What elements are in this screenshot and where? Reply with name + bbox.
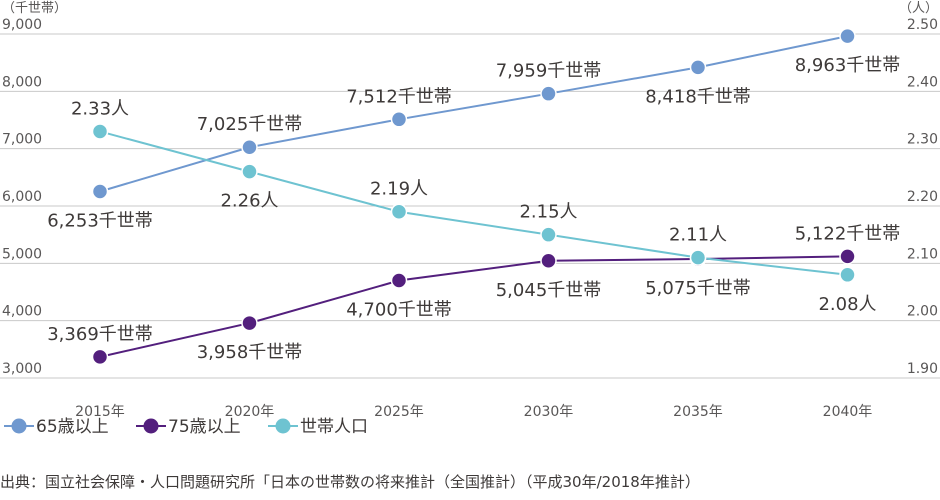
legend-marker-household-size: [275, 418, 291, 434]
data-point-age75: [839, 248, 856, 265]
legend-label-household-size: 世帯人口: [300, 417, 368, 437]
data-label-household-size: 2.33人: [71, 98, 129, 119]
data-label-age65: 6,253千世帯: [47, 210, 153, 231]
x-tick-label: 2035年: [673, 404, 723, 420]
data-point-household-size: [540, 226, 557, 243]
data-label-household-size: 2.19人: [370, 179, 428, 200]
y-left-tick-label: 5,000: [2, 246, 42, 262]
data-point-age65: [390, 111, 408, 128]
gridlines: [0, 33, 940, 379]
y-right-tick-label: 2.00: [907, 304, 938, 320]
data-point-age75: [540, 252, 557, 270]
data-label-age65: 7,959千世帯: [496, 61, 602, 82]
data-label-household-size: 2.26人: [220, 191, 278, 212]
y-right-tick-label: 1.90: [907, 361, 938, 377]
data-label-age65: 8,418千世帯: [645, 86, 751, 107]
series-lines: [99, 35, 848, 358]
axes: （千世帯） （人） 9,000 2.50 8,000 2.40 7,000 2.30 6,0…: [2, 1, 938, 420]
x-tick-label: 2030年: [524, 404, 574, 420]
y-right-tick-label: 2.30: [907, 132, 938, 148]
series-line-household-size: [99, 130, 848, 276]
y-left-unit-label: （千世帯）: [2, 1, 67, 16]
data-label-household-size: 2.15人: [519, 202, 577, 223]
data-label-age65: 8,963千世帯: [795, 55, 901, 76]
y-right-tick-label: 2.40: [907, 74, 938, 90]
series-line-age75: [99, 255, 848, 358]
y-right-unit-label: （人）: [899, 1, 938, 16]
data-labels: 6,253千世帯 7,025千世帯 7,512千世帯 7,959千世帯 8,418千世帯…: [47, 55, 900, 363]
y-right-tick-label: 2.20: [907, 189, 938, 205]
data-point-household-size: [390, 203, 408, 220]
y-left-tick-label: 3,000: [2, 361, 42, 377]
data-point-age75: [241, 314, 258, 332]
data-point-age65: [91, 183, 109, 200]
data-label-age65: 7,025千世帯: [197, 114, 303, 135]
x-tick-label: 2015年: [75, 404, 125, 420]
data-point-household-size: [91, 123, 109, 140]
y-left-tick-label: 4,000: [2, 304, 42, 320]
data-label-age75: 3,958千世帯: [197, 342, 303, 363]
y-right-tick-label: 2.10: [907, 246, 938, 262]
data-label-age75: 3,369千世帯: [47, 324, 153, 345]
legend-label-age75: 75歳以上: [168, 417, 241, 437]
legend-marker-age75: [143, 418, 159, 434]
data-label-age65: 7,512千世帯: [346, 86, 452, 107]
data-label-age75: 5,075千世帯: [645, 278, 751, 299]
data-point-age65: [689, 59, 707, 76]
data-point-household-size: [689, 249, 707, 266]
data-label-age75: 5,045千世帯: [496, 280, 602, 301]
y-right-tick-label: 2.50: [907, 17, 938, 33]
data-points: [91, 27, 856, 366]
data-label-age75: 5,122千世帯: [795, 223, 901, 244]
data-point-age65: [540, 85, 557, 102]
y-left-tick-label: 9,000: [2, 17, 42, 33]
y-left-tick-label: 8,000: [2, 74, 42, 90]
x-tick-label: 2020年: [225, 404, 275, 420]
data-point-age75: [390, 272, 408, 289]
data-point-age65: [241, 138, 258, 156]
y-left-tick-label: 6,000: [2, 189, 42, 205]
legend-marker-age65: [11, 418, 27, 434]
data-point-household-size: [241, 163, 258, 180]
data-label-age75: 4,700千世帯: [346, 300, 452, 321]
data-point-age65: [839, 27, 856, 45]
y-left-tick-label: 7,000: [2, 132, 42, 148]
data-label-household-size: 2.11人: [669, 225, 727, 246]
source-note: 出典：国立社会保障・人口問題研究所「日本の世帯数の将来推計（全国推計）（平成30…: [0, 473, 700, 491]
legend-label-age65: 65歳以上: [36, 417, 109, 437]
data-point-age75: [91, 348, 109, 366]
x-tick-label: 2025年: [374, 404, 424, 420]
series-line-age65: [99, 35, 848, 193]
x-tick-label: 2040年: [823, 404, 873, 420]
data-label-household-size: 2.08人: [818, 294, 876, 315]
data-point-household-size: [839, 266, 856, 284]
legend: 65歳以上 75歳以上 世帯人口: [4, 417, 368, 437]
